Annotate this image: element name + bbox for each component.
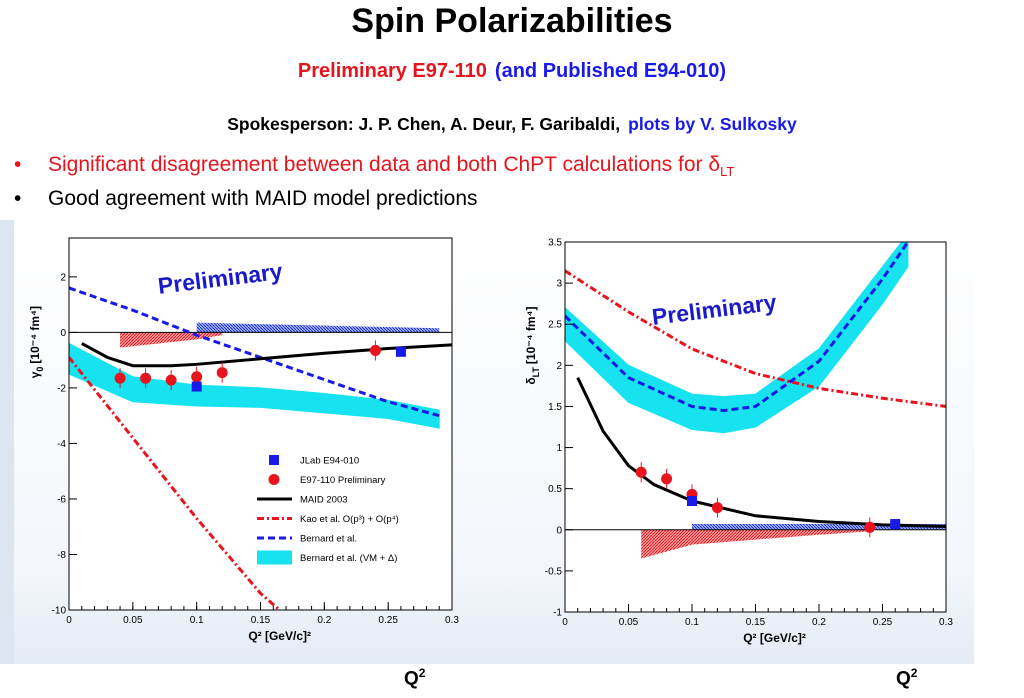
y-tick-label: 2 <box>60 272 66 283</box>
legend-label: Kao et al. O(p³) + O(p⁴) <box>300 514 399 525</box>
legend-label: MAID 2003 <box>300 495 348 506</box>
y-tick-label: 3.5 <box>548 238 562 249</box>
plot-content <box>69 286 452 610</box>
x-tick-label: 0 <box>66 615 72 626</box>
y-axis-label: δLT [10⁻⁴ fm⁴] <box>524 307 541 385</box>
y-tick-label: 2 <box>556 361 562 372</box>
left-edge-band <box>0 220 14 664</box>
x-tick-label: 0.2 <box>812 617 826 628</box>
x-axis-label: Q² [GeV/c]² <box>248 629 311 643</box>
y-tick-label: 0 <box>60 328 66 339</box>
x-tick-label: 0.3 <box>445 615 459 626</box>
legend-label: Bernard et al. <box>300 534 357 545</box>
x-tick-label: 0 <box>562 617 568 628</box>
x-tick-label: 0.05 <box>619 617 639 628</box>
x-tick-label: 0.25 <box>378 615 398 626</box>
bullet-disagreement: • Significant disagreement between data a… <box>14 153 734 179</box>
systematic-blue-band <box>196 322 440 333</box>
y-axis-symbol: δ <box>524 377 538 384</box>
y-axis-symbol: γ <box>28 371 42 378</box>
x-tick-label: 0.1 <box>685 617 699 628</box>
y-tick-label: 1.5 <box>548 402 562 413</box>
y-tick-label: -4 <box>57 439 66 450</box>
bullet-marker: • <box>14 187 22 210</box>
e97110-point <box>191 371 203 383</box>
e94010-point <box>890 519 901 530</box>
x-tick-label: 0.1 <box>190 615 204 626</box>
x-axis-label: Q² [GeV/c]² <box>743 631 806 645</box>
e97110-point <box>711 502 723 514</box>
y-tick-label: 0 <box>556 525 562 536</box>
bullet-agreement: • Good agreement with MAID model predicti… <box>14 187 478 211</box>
y-axis-unit: [10⁻⁴ fm⁴] <box>28 306 42 364</box>
e97110-point <box>864 521 876 533</box>
q2-label-left: Q2 <box>404 666 426 690</box>
x-tick-label: 0.15 <box>251 615 271 626</box>
legend-swatch-circle <box>268 474 280 485</box>
gamma0-chart: 0 0.05 0.1 0.15 0.2 0.25 0.3 2 0 -2 -4 -6 -8 -10 Q² [G… <box>28 237 459 643</box>
bernard-curve <box>565 242 910 413</box>
subtitle-published: (and Published E94-010) <box>494 60 727 82</box>
e97110-point <box>369 344 381 356</box>
maid-curve <box>81 342 452 368</box>
legend-swatch-square <box>269 455 279 465</box>
legend-label: JLab E94-010 <box>300 456 359 467</box>
y-tick-label: -1 <box>553 608 562 619</box>
e94010-point <box>191 381 202 392</box>
x-tick-label: 0.05 <box>123 615 143 626</box>
x-tick-label: 0.15 <box>746 617 766 628</box>
page-title: Spin Polarizabilities <box>351 2 673 40</box>
delta-subscript: LT <box>720 164 735 180</box>
plot-area <box>69 238 452 610</box>
e97110-point <box>635 466 647 478</box>
y-axis-unit: [10⁻⁴ fm⁴] <box>524 307 538 365</box>
bullet-marker: • <box>14 153 22 176</box>
y-axis-label: γ0 [10⁻⁴ fm⁴] <box>28 306 45 378</box>
legend-swatch-band <box>257 550 292 565</box>
y-tick-label: 0.5 <box>548 484 562 495</box>
bullet-text: Good agreement with MAID model predictio… <box>48 187 478 210</box>
e97110-point <box>114 372 126 384</box>
y-tick-label: 1 <box>556 443 562 454</box>
x-tick-label: 0.2 <box>317 615 331 626</box>
subtitle-preliminary: Preliminary E97-110 <box>297 60 487 82</box>
kao-curve <box>69 356 281 610</box>
e97110-point <box>140 372 152 384</box>
subtitle: Preliminary E97-110 (and Published E94-01… <box>0 60 1024 83</box>
vm-delta-band <box>565 242 909 434</box>
vm-delta-band <box>69 342 440 429</box>
y-tick-label: -2 <box>57 383 66 394</box>
e97110-point <box>216 367 228 379</box>
delta-symbol: δ <box>708 153 721 176</box>
x-tick-label: 0.25 <box>873 617 893 628</box>
plots-by: plots by V. Sulkosky <box>628 114 797 134</box>
y-tick-label: 2.5 <box>548 320 562 331</box>
q2-label-right: Q2 <box>896 666 918 690</box>
e97110-point <box>165 374 177 386</box>
y-tick-label: -0.5 <box>545 566 563 577</box>
systematic-red-band <box>641 529 870 559</box>
y-axis-subscript: 0 <box>35 367 45 372</box>
deltaLT-chart: 0 0.05 0.1 0.15 0.2 0.25 0.3 3.5 3 2.5 2 1.5 1 0.5 0 -0… <box>524 238 953 646</box>
legend-label: E97-110 Preliminary <box>300 475 386 486</box>
e94010-point <box>395 346 406 357</box>
x-tick-label: 0.3 <box>939 617 953 628</box>
e97110-point <box>661 473 673 485</box>
y-tick-label: -8 <box>57 550 66 561</box>
bullet-text: Significant disagreement between data an… <box>48 153 709 176</box>
legend-label: Bernard et al. (VM + Δ) <box>300 553 397 564</box>
y-axis-subscript: LT <box>531 367 541 378</box>
e94010-point <box>687 496 697 506</box>
y-tick-label: -10 <box>52 606 67 617</box>
spokesperson-line: Spokesperson: J. P. Chen, A. Deur, F. Ga… <box>0 114 1024 135</box>
y-tick-label: -6 <box>57 494 66 505</box>
spokesperson-names: Spokesperson: J. P. Chen, A. Deur, F. Ga… <box>227 114 621 134</box>
plot-content <box>565 242 946 559</box>
y-tick-label: 3 <box>556 279 562 290</box>
kao-curve <box>565 269 946 408</box>
